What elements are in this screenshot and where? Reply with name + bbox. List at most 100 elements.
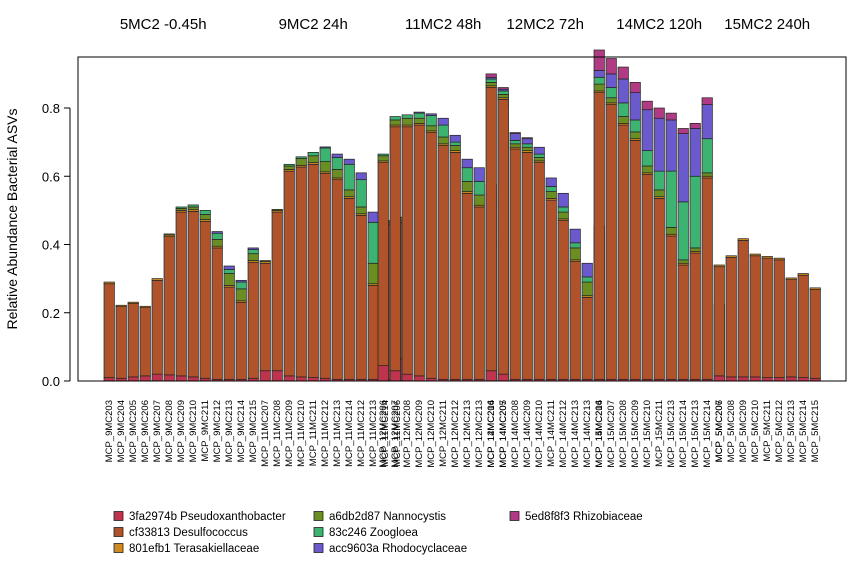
bar-segment xyxy=(247,261,259,379)
x-tick-label: MCP_5MC212 xyxy=(774,400,785,462)
bar-segment xyxy=(283,375,295,382)
stacked-bar xyxy=(509,132,521,382)
bar-segment xyxy=(343,158,355,165)
bar-segment xyxy=(449,145,461,152)
stacked-bar xyxy=(115,304,127,382)
bar-segment xyxy=(593,49,605,71)
stacked-bar xyxy=(413,111,425,382)
bar-segment xyxy=(367,285,379,380)
stacked-bar xyxy=(235,279,247,382)
bar-segment xyxy=(713,264,725,268)
bar-segment xyxy=(401,126,413,375)
bar-segment xyxy=(331,169,343,179)
bar-segment xyxy=(389,126,401,372)
bar-segment xyxy=(295,376,307,382)
y-axis: 0.0 0.2 0.4 0.6 0.8 xyxy=(42,101,71,389)
bar-segment xyxy=(653,170,665,191)
y-tick-label: 0.0 xyxy=(42,374,60,389)
stacked-bar xyxy=(331,153,343,382)
x-tick-label: MCP_12MC207 xyxy=(390,400,401,468)
bar-segment xyxy=(593,70,605,78)
bar-segment xyxy=(223,265,235,270)
bar-segment xyxy=(211,247,223,380)
bar-segment xyxy=(247,253,259,261)
panel-title: 14MC2 120h xyxy=(616,16,702,33)
bar-segment xyxy=(425,132,437,379)
bar-segment xyxy=(605,87,617,99)
stacked-bar xyxy=(295,156,307,382)
bar-segment xyxy=(401,117,413,126)
stacked-bar xyxy=(665,112,677,382)
bar-segment xyxy=(773,259,785,378)
bar-segment xyxy=(521,152,533,380)
bar-segment xyxy=(199,210,211,215)
bar-segment xyxy=(473,194,485,206)
bar-segment xyxy=(367,211,379,223)
stacked-bar xyxy=(319,146,331,382)
x-tick-label: MCP_5MC214 xyxy=(798,400,809,462)
legend-item: 801efb1 Terasakiellaceae xyxy=(113,543,259,555)
bar-segment xyxy=(785,279,797,378)
bar-segment xyxy=(761,377,773,382)
bar-segment xyxy=(581,276,593,283)
bar-segment xyxy=(701,172,713,177)
stacked-bar xyxy=(557,192,569,382)
bar-segment xyxy=(413,375,425,382)
stacked-bar xyxy=(223,265,235,382)
bar-segment xyxy=(557,206,569,213)
bar-segment xyxy=(653,117,665,172)
bar-segment xyxy=(809,287,821,290)
bar-segment xyxy=(677,133,689,203)
bar-segment xyxy=(271,211,283,372)
stacked-bar xyxy=(641,100,653,382)
bar-segment xyxy=(557,220,569,380)
bar-segment xyxy=(521,138,533,145)
bar-segment xyxy=(163,374,175,382)
legend-label: 801efb1 Terasakiellaceae xyxy=(129,543,259,555)
x-tick-label: MCP_14MC207 xyxy=(498,400,509,468)
bar-segment xyxy=(319,147,331,162)
stacked-bar xyxy=(725,255,737,382)
bar-segment xyxy=(773,377,785,382)
x-tick-label: MCP_11MC209 xyxy=(284,400,295,467)
bar-segment xyxy=(509,133,521,141)
x-tick-label: MCP_11MC211 xyxy=(308,400,319,466)
bar-segment xyxy=(127,301,139,304)
bar-segment xyxy=(641,150,653,167)
x-tick-label: MCP_11MC208 xyxy=(272,400,283,467)
bar-segment xyxy=(377,162,389,366)
stacked-bar xyxy=(103,281,115,382)
bar-segment xyxy=(485,370,497,382)
x-tick-label: MCP_14MC212 xyxy=(558,400,569,468)
bar-segment xyxy=(569,242,581,249)
x-tick-label: MCP_9MC204 xyxy=(116,400,127,462)
y-axis-title: Relative Abundance Bacterial ASVs xyxy=(4,108,20,329)
stacked-bar xyxy=(247,247,259,382)
bar-segment xyxy=(521,137,533,140)
x-tick-label: MCP_14MC214 xyxy=(594,400,605,468)
bar-segment xyxy=(629,92,641,121)
x-tick-label: MCP_12MC212 xyxy=(450,400,461,468)
bar-segment xyxy=(389,370,401,382)
legend-item: 3fa2974b Pseudoxanthobacter xyxy=(113,511,286,523)
x-tick-label: MCP_11MC207 xyxy=(260,400,271,467)
bar-segment xyxy=(377,155,389,162)
bar-segment xyxy=(187,376,199,382)
stacked-bar xyxy=(689,123,701,382)
bar-segment xyxy=(689,252,701,380)
bar-segment xyxy=(545,199,557,380)
bar-area xyxy=(103,49,821,382)
bar-segment xyxy=(605,104,617,380)
bar-segment xyxy=(713,266,725,377)
bar-segment xyxy=(331,179,343,380)
bar-segment xyxy=(461,181,473,192)
bar-segment xyxy=(653,189,665,198)
bar-segment xyxy=(641,100,653,111)
x-tick-label: MCP_14MC213 xyxy=(582,400,593,468)
stacked-bar xyxy=(461,158,473,382)
x-tick-label: MCP_12MC214 xyxy=(486,400,497,468)
stacked-bar xyxy=(211,231,223,382)
bar-segment xyxy=(283,170,295,377)
bar-segment xyxy=(413,117,425,124)
